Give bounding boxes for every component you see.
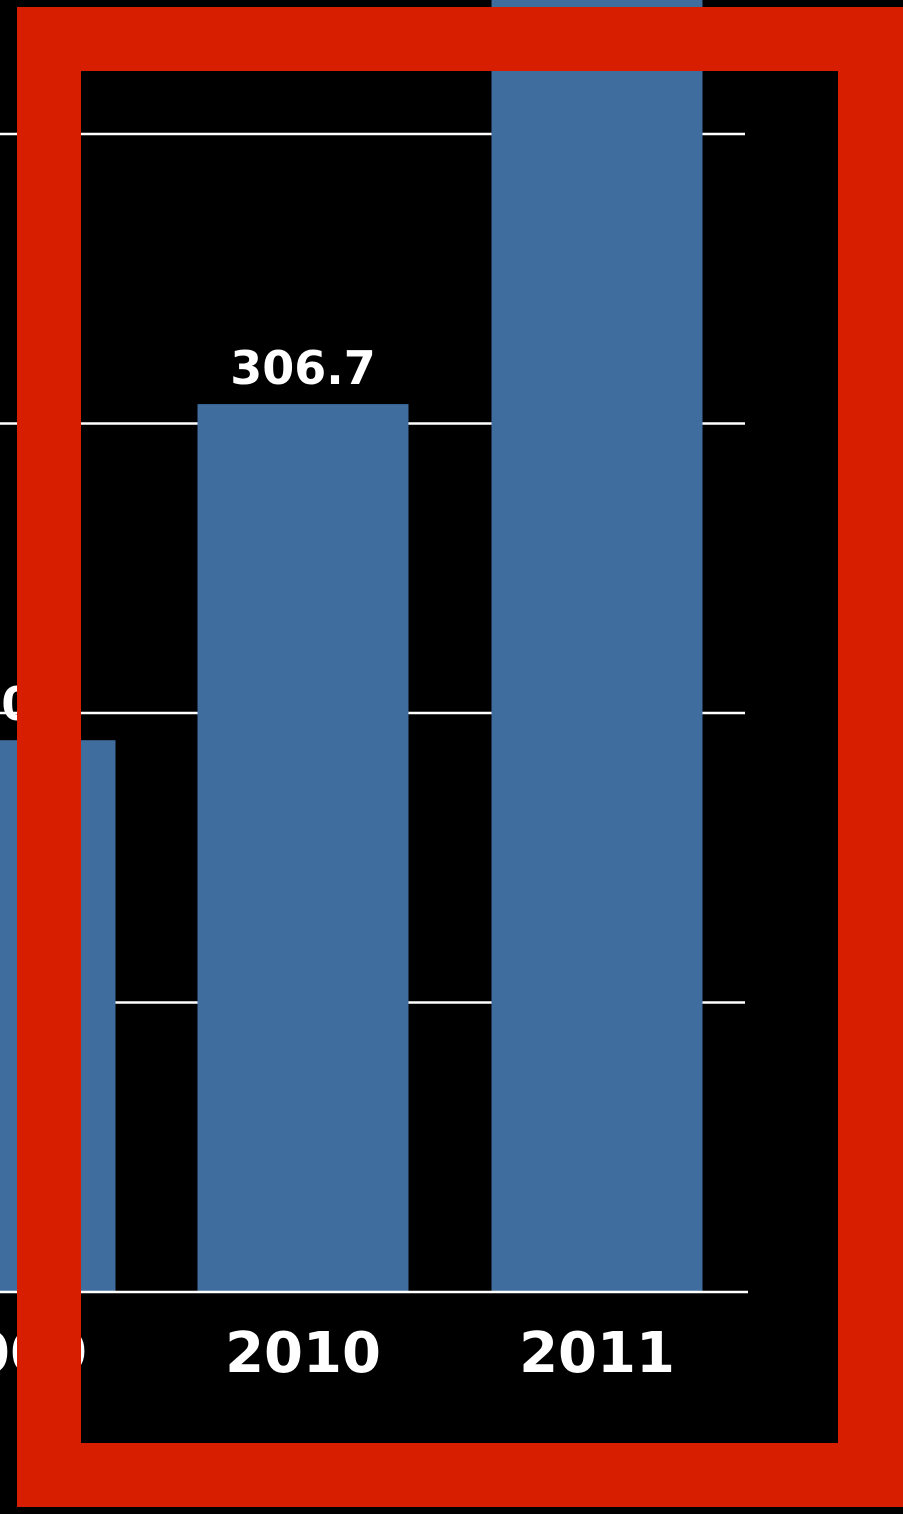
bar-2010 bbox=[198, 404, 409, 1292]
frame-bottom bbox=[17, 1443, 903, 1507]
frame-right bbox=[838, 7, 903, 1507]
data-label-2010: 306.7 bbox=[230, 341, 376, 395]
frame-top bbox=[17, 7, 903, 71]
x-tick-label-2010: 2010 bbox=[225, 1321, 381, 1386]
highlight-frame bbox=[17, 7, 903, 1507]
x-tick-labels: 200920102011 bbox=[0, 1321, 675, 1386]
frame-left bbox=[17, 7, 81, 1507]
x-tick-label-2011: 2011 bbox=[519, 1321, 675, 1386]
bars bbox=[0, 0, 703, 1292]
bar-2011 bbox=[492, 0, 703, 1292]
